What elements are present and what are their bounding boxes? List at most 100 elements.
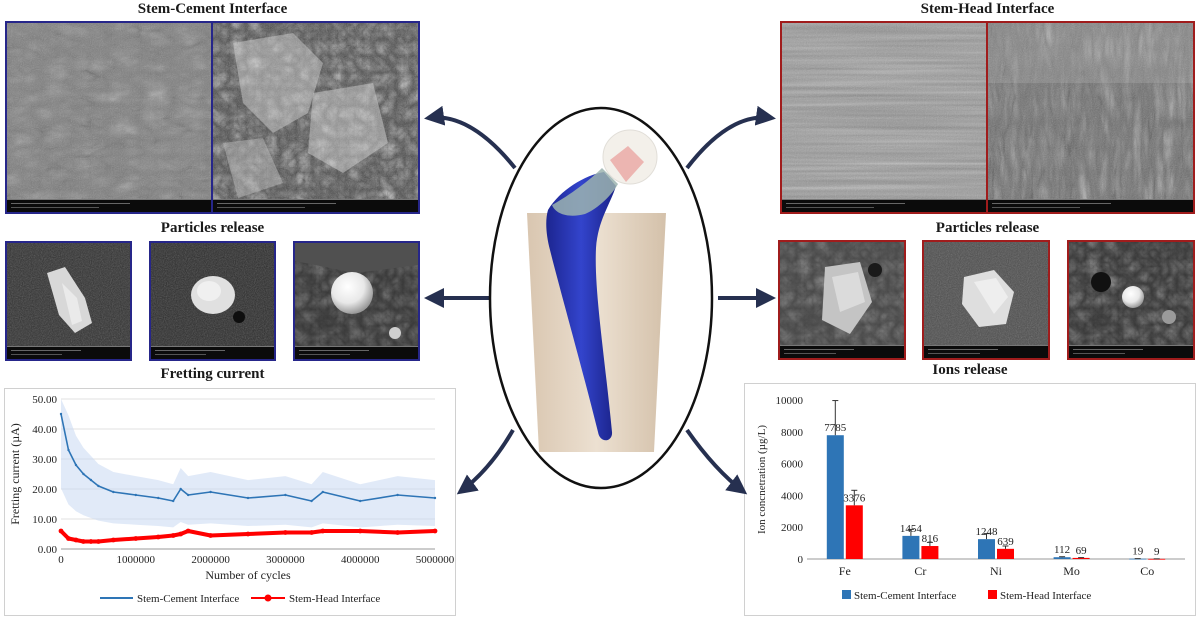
x-tick-label: Fe [839, 564, 851, 578]
sem-info-bar [7, 199, 212, 212]
bar [902, 535, 920, 559]
ions-release-chart: 0 2000 4000 6000 8000 10000 7785 3376 Fe 1454 816 C… [744, 383, 1196, 616]
legend-marker [264, 594, 272, 602]
particle-image-right-3 [1067, 240, 1195, 360]
data-point [357, 528, 363, 534]
data-label: 19 [1132, 546, 1144, 558]
bar [845, 505, 863, 559]
trunnion [610, 146, 644, 182]
data-point [320, 528, 326, 534]
stem-cement-title: Stem-Cement Interface [137, 1, 288, 17]
sem-info-bar [151, 346, 274, 359]
sem-image-stem-cement-1 [5, 21, 214, 214]
series-line [60, 413, 436, 502]
sem-info-bar [213, 199, 418, 212]
y-axis-label: Ion concnetration (µg/L) [756, 425, 768, 534]
bar [978, 539, 995, 559]
data-point [179, 487, 182, 491]
bar [997, 548, 1014, 559]
data-point [309, 530, 314, 535]
data-point [66, 536, 71, 541]
y-tick-label: 6000 [781, 459, 804, 471]
error-band [61, 399, 435, 528]
y-tick-label: 30.00 [32, 454, 57, 466]
sem-info-bar [1069, 345, 1193, 358]
stem-neck [552, 168, 618, 216]
x-tick-label: 0 [58, 554, 64, 566]
data-point [245, 531, 251, 537]
data-label: 1454 [900, 523, 923, 535]
x-tick-label: 2000000 [191, 554, 230, 566]
y-tick-label: 20.00 [32, 484, 57, 496]
sem-info-bar [988, 199, 1193, 212]
data-label: 112 [1054, 544, 1070, 556]
legend-label: Stem-Cement Interface [854, 590, 956, 602]
y-tick-label: 0.00 [38, 544, 58, 556]
data-point [82, 472, 85, 476]
connector-arrows [424, 105, 776, 495]
data-point [134, 493, 137, 497]
data-point [96, 539, 101, 544]
implant-ellipse [488, 106, 714, 490]
y-tick-label: 50.00 [32, 394, 57, 406]
x-tick-label: Ni [990, 564, 1003, 578]
data-point [89, 478, 93, 482]
data-point [73, 537, 79, 543]
data-point [395, 530, 400, 535]
data-point [433, 496, 437, 500]
particle-image-right-2 [922, 240, 1050, 360]
data-point [110, 537, 116, 543]
sem-image-stem-head-2 [986, 21, 1195, 214]
data-point [359, 499, 362, 503]
data-point [310, 499, 313, 503]
data-point [185, 528, 191, 534]
x-tick-label: Cr [914, 564, 926, 578]
data-point [396, 493, 399, 497]
data-point [112, 490, 115, 494]
data-point [88, 539, 94, 544]
y-tick-label: 10000 [776, 395, 804, 407]
y-tick-label: 2000 [781, 522, 804, 534]
data-point [321, 490, 324, 494]
legend-swatch [842, 590, 851, 599]
x-tick-label: 5000000 [416, 554, 455, 566]
bar [921, 546, 939, 559]
particle-image-left-1 [5, 241, 132, 361]
sem-image-stem-head-1 [780, 21, 989, 214]
bar [1072, 557, 1090, 559]
data-label: 69 [1076, 545, 1088, 557]
data-point [133, 536, 139, 541]
y-tick-label: 4000 [781, 490, 804, 502]
bar [1053, 557, 1071, 559]
y-tick-label: 0 [798, 554, 804, 566]
x-axis-label: Number of cycles [205, 568, 291, 582]
particles-right-title: Particles release [935, 220, 1040, 236]
femoral-stem [546, 172, 616, 441]
particle-image-left-3 [293, 241, 420, 361]
bar [826, 435, 844, 559]
data-label: 1248 [976, 526, 999, 538]
data-label: 3376 [843, 492, 866, 504]
sem-info-bar [7, 346, 130, 359]
sem-info-bar [295, 346, 418, 359]
sem-info-bar [780, 345, 904, 358]
data-point [58, 528, 64, 534]
data-point [172, 499, 175, 503]
sem-image-stem-cement-2 [211, 21, 420, 214]
data-point [283, 530, 288, 535]
data-point [81, 539, 86, 544]
sem-info-bar [782, 199, 987, 212]
data-point [155, 534, 161, 540]
y-axis-label: Fretting current (µA) [8, 423, 22, 525]
data-point [157, 496, 160, 500]
data-point [209, 490, 212, 494]
data-point [178, 531, 184, 537]
legend-label: Stem-Head Interface [289, 593, 380, 605]
bone-cement-block [527, 213, 666, 452]
data-point [59, 412, 63, 416]
y-tick-label: 8000 [781, 427, 804, 439]
data-point [74, 463, 78, 467]
particles-left-title: Particles release [160, 220, 265, 236]
data-point [186, 493, 190, 497]
data-point [284, 493, 287, 497]
